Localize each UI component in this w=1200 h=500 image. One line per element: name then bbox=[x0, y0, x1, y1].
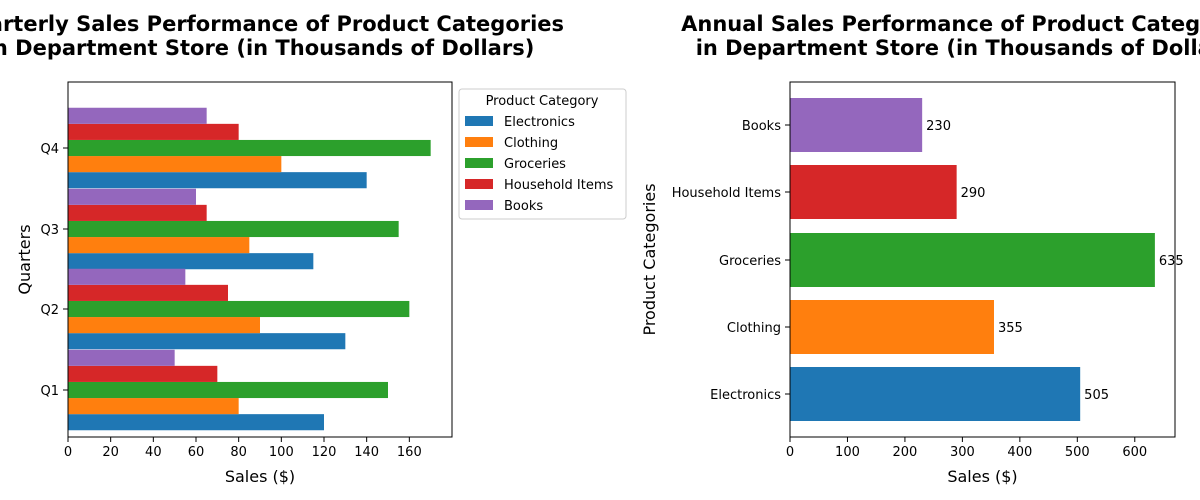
chart1-y-tick-label: Q1 bbox=[40, 384, 59, 399]
chart2-bar-books bbox=[790, 98, 923, 152]
chart1-title: Quarterly Sales Performance of Product C… bbox=[0, 12, 564, 36]
chart1-legend-label: Electronics bbox=[504, 115, 575, 130]
chart1-bar-electronics-q4 bbox=[68, 172, 367, 189]
chart1-legend-swatch bbox=[465, 116, 493, 126]
chart2-title: Annual Sales Performance of Product Cate… bbox=[681, 12, 1200, 36]
chart2-x-tick-label: 500 bbox=[1065, 445, 1090, 460]
chart1-bar-electronics-q2 bbox=[68, 333, 346, 350]
chart2-x-tick-label: 600 bbox=[1122, 445, 1147, 460]
chart2-y-axis-label: Product Categories bbox=[640, 183, 659, 335]
chart1-y-tick-label: Q3 bbox=[40, 223, 59, 238]
chart2-data-label: 635 bbox=[1159, 254, 1184, 269]
chart1-bar-clothing-q1 bbox=[68, 398, 239, 415]
chart2-y-tick-label: Clothing bbox=[727, 321, 781, 336]
chart2-data-label: 355 bbox=[998, 321, 1023, 336]
chart1-y-tick-label: Q2 bbox=[40, 303, 59, 318]
chart1-bar-clothing-q4 bbox=[68, 156, 282, 173]
chart2-data-label: 230 bbox=[926, 119, 951, 134]
chart2-y-tick-label: Groceries bbox=[719, 254, 781, 269]
chart2-bar-clothing bbox=[790, 300, 994, 354]
chart2-y-tick-label: Books bbox=[742, 119, 781, 134]
chart2-x-axis-label: Sales ($) bbox=[947, 467, 1017, 486]
chart2-bar-household-items bbox=[790, 165, 957, 219]
chart1-bar-household-items-q1 bbox=[68, 365, 218, 382]
chart1-legend-swatch bbox=[465, 158, 493, 168]
chart2-x-tick-label: 100 bbox=[835, 445, 860, 460]
chart1-x-tick-label: 80 bbox=[230, 445, 247, 460]
chart2-x-tick-label: 0 bbox=[786, 445, 794, 460]
chart2-bar-electronics bbox=[790, 367, 1081, 421]
chart1-legend-label: Books bbox=[504, 199, 543, 214]
chart1-x-tick-label: 20 bbox=[102, 445, 119, 460]
chart1-bar-electronics-q1 bbox=[68, 414, 324, 431]
chart1-bar-clothing-q3 bbox=[68, 237, 250, 254]
chart2-bar-groceries bbox=[790, 233, 1155, 287]
chart1-bar-household-items-q2 bbox=[68, 284, 228, 301]
chart1-bar-electronics-q3 bbox=[68, 253, 314, 270]
chart1-legend-swatch bbox=[465, 200, 493, 210]
chart1-legend-swatch bbox=[465, 179, 493, 189]
chart1-legend-label: Household Items bbox=[504, 178, 614, 193]
chart1-legend-frame bbox=[458, 88, 627, 220]
chart1-bar-groceries-q3 bbox=[68, 220, 399, 238]
chart1-legend-label: Clothing bbox=[504, 136, 558, 151]
chart1-x-tick-label: 160 bbox=[397, 445, 422, 460]
chart2-data-label: 290 bbox=[961, 186, 986, 201]
chart2-x-tick-label: 400 bbox=[1007, 445, 1032, 460]
chart1-legend-label: Groceries bbox=[504, 157, 566, 172]
chart1-bar-groceries-q2 bbox=[68, 300, 410, 318]
chart1-bar-books-q1 bbox=[68, 349, 175, 366]
chart1-y-tick-label: Q4 bbox=[40, 142, 59, 157]
chart1-legend: Product Category Electronics Clothing Groce… bbox=[458, 88, 627, 220]
chart1-x-tick-label: 120 bbox=[312, 445, 337, 460]
chart1-bar-books-q4 bbox=[68, 107, 207, 124]
chart1-bar-household-items-q4 bbox=[68, 123, 239, 140]
chart1-x-tick-label: 40 bbox=[145, 445, 162, 460]
chart1-x-tick-label: 0 bbox=[64, 445, 72, 460]
chart2-x-tick-label: 200 bbox=[893, 445, 918, 460]
chart1-x-axis-label: Sales ($) bbox=[225, 467, 295, 486]
chart1-bar-books-q2 bbox=[68, 268, 186, 285]
chart1-y-axis-label: Quarters bbox=[15, 224, 34, 294]
chart1-bar-groceries-q1 bbox=[68, 381, 388, 399]
chart2-y-tick-label: Electronics bbox=[710, 388, 781, 403]
chart1-legend-swatch bbox=[465, 137, 493, 147]
chart1-bar-household-items-q3 bbox=[68, 204, 207, 221]
chart1-bar-groceries-q4 bbox=[68, 139, 431, 157]
chart2-data-label: 505 bbox=[1084, 388, 1109, 403]
chart1-x-tick-label: 140 bbox=[354, 445, 379, 460]
chart1-title: in Department Store (in Thousands of Dol… bbox=[0, 36, 534, 60]
chart1-plot-frame bbox=[67, 81, 453, 438]
chart1-bar-books-q3 bbox=[68, 188, 196, 205]
chart1-bar-clothing-q2 bbox=[68, 317, 260, 334]
chart2-y-tick-label: Household Items bbox=[672, 186, 782, 201]
chart2-x-tick-label: 300 bbox=[950, 445, 975, 460]
chart1-legend-title: Product Category bbox=[486, 94, 599, 109]
chart1-x-tick-label: 60 bbox=[188, 445, 205, 460]
chart1-x-tick-label: 100 bbox=[269, 445, 294, 460]
chart2-title: in Department Store (in Thousands of Dol… bbox=[696, 36, 1200, 60]
